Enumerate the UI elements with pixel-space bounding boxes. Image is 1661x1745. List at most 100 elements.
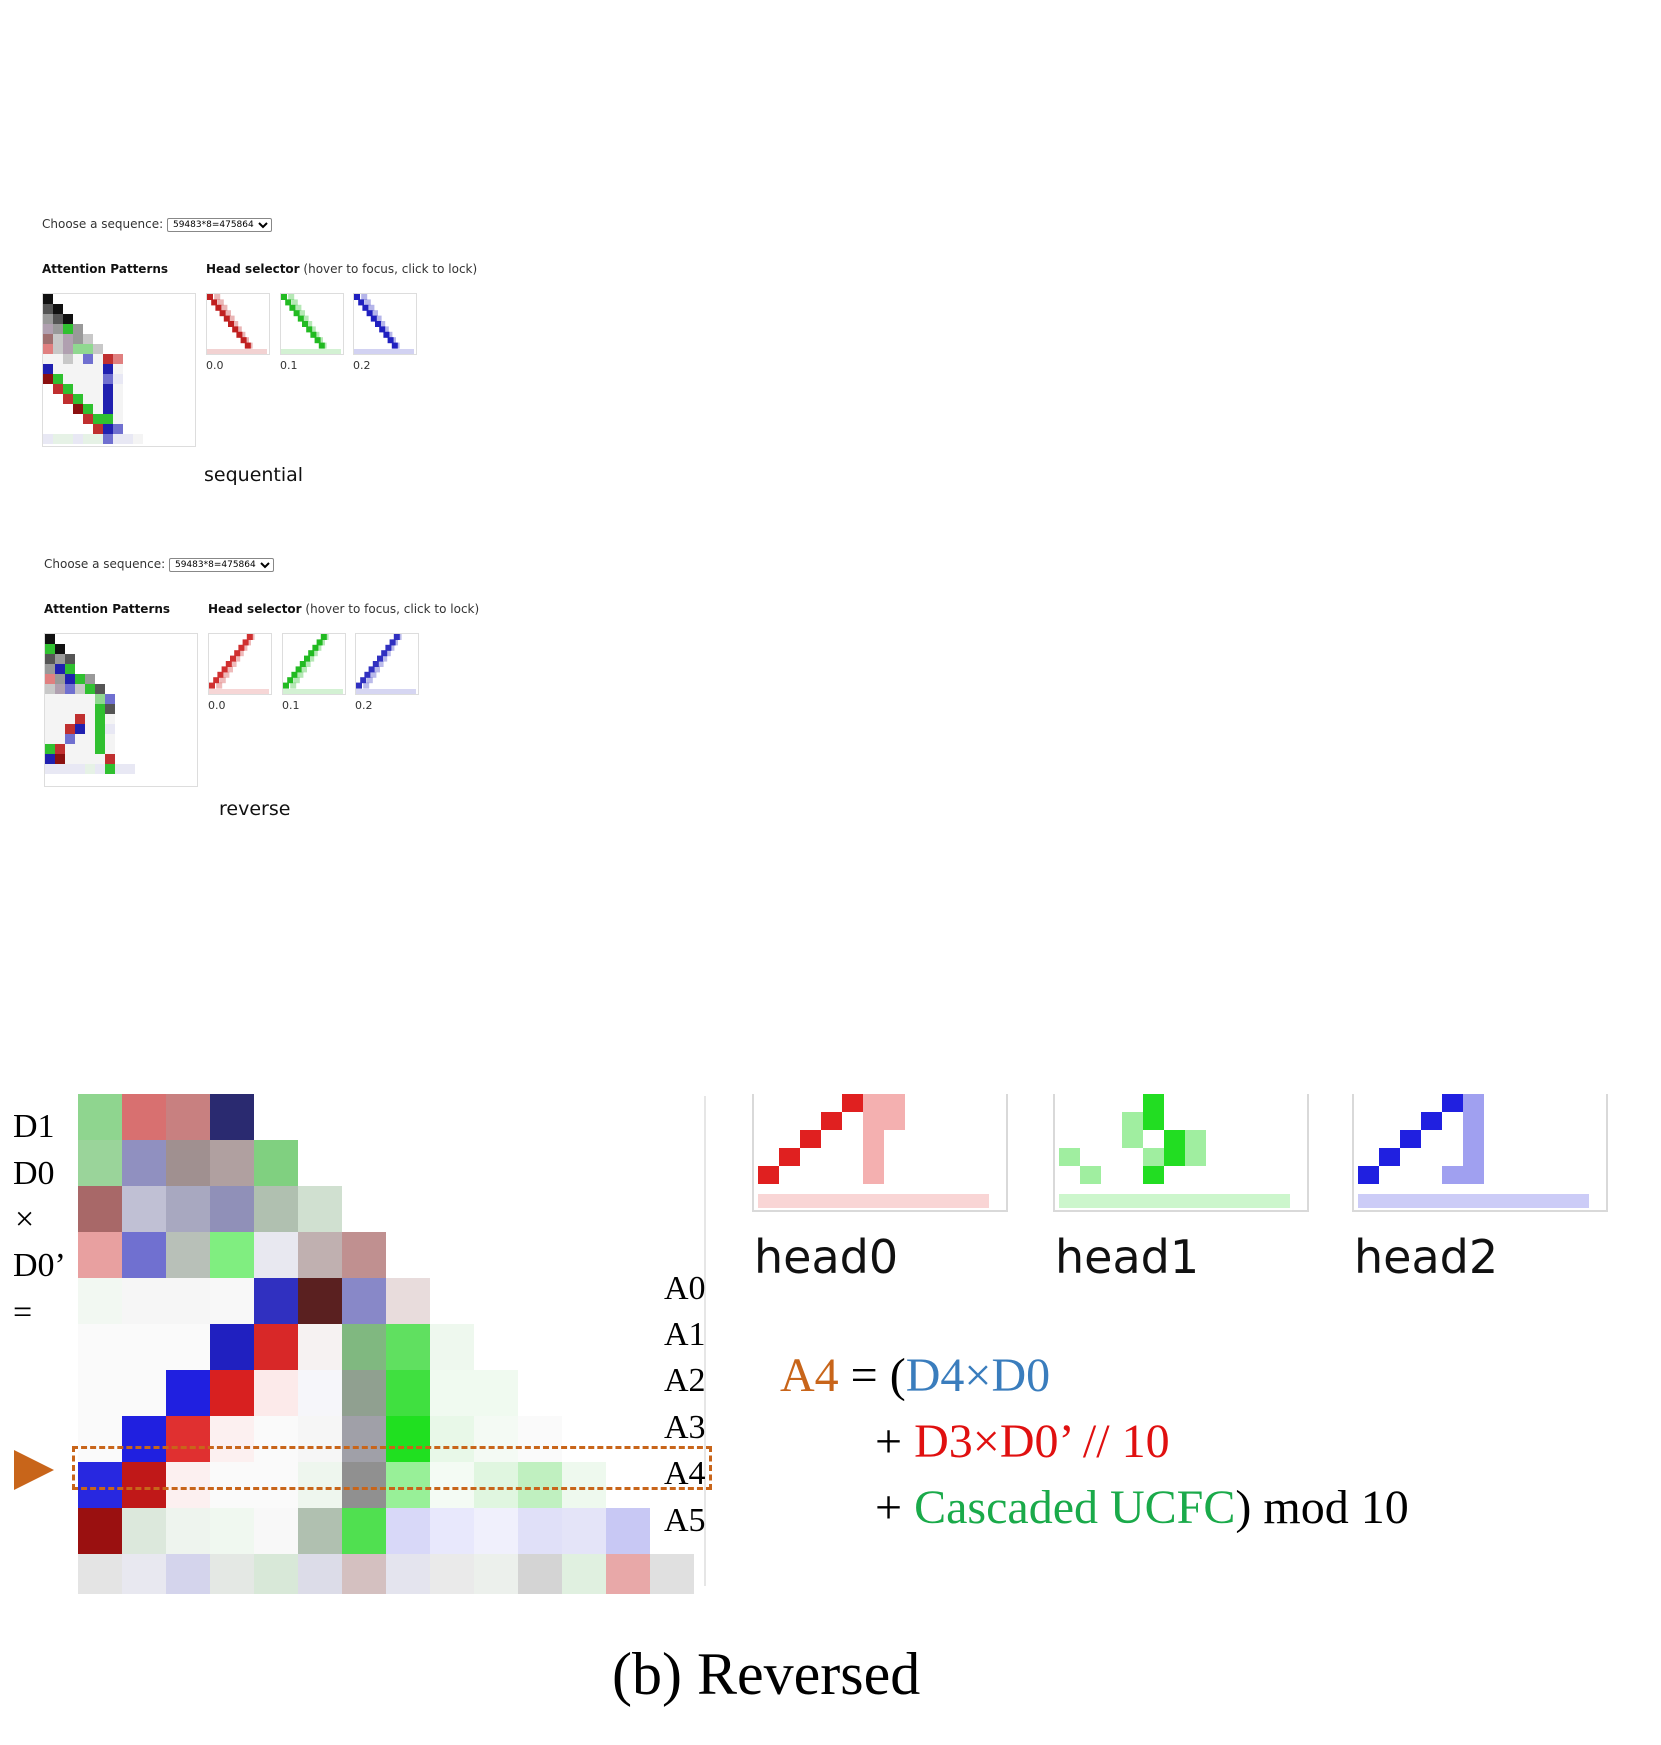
zoom-cell bbox=[210, 1370, 254, 1416]
heatmap-cell bbox=[83, 334, 93, 344]
heatmap-cell bbox=[45, 654, 55, 664]
zoom-cell bbox=[430, 1508, 474, 1554]
heatmap-cell bbox=[227, 689, 233, 694]
zoom-cell bbox=[474, 1508, 518, 1554]
head-selector-0[interactable] bbox=[208, 633, 272, 695]
heatmap-cell bbox=[85, 754, 95, 764]
heatmap-cell bbox=[65, 714, 75, 724]
zoom-cell bbox=[650, 1554, 694, 1594]
heatmap-cell bbox=[391, 342, 398, 349]
heatmap-cell bbox=[55, 704, 65, 714]
head-selector-2[interactable] bbox=[355, 633, 419, 695]
head-label-0: 0.0 bbox=[208, 699, 226, 712]
heatmap-cell bbox=[65, 724, 75, 734]
zoom-cell bbox=[210, 1278, 254, 1324]
heatmap-cell bbox=[113, 414, 123, 424]
zoom-cell bbox=[474, 1416, 518, 1462]
heatmap-cell bbox=[242, 639, 249, 646]
heatmap-cell bbox=[1101, 1194, 1122, 1208]
heatmap-cell bbox=[75, 694, 85, 704]
head-selector-2[interactable] bbox=[353, 293, 417, 355]
heatmap-cell bbox=[1185, 1194, 1206, 1208]
heatmap-cell bbox=[219, 349, 225, 354]
heatmap-cell bbox=[1206, 1194, 1227, 1208]
zoom-cell bbox=[386, 1278, 430, 1324]
heatmap-cell bbox=[63, 394, 73, 404]
heatmap-cell bbox=[243, 337, 249, 344]
heatmap-cell bbox=[45, 634, 55, 644]
heatmap-cell bbox=[63, 334, 73, 344]
zoom-cell bbox=[474, 1462, 518, 1508]
zoom-cell bbox=[78, 1416, 122, 1462]
heatmap-cell bbox=[45, 674, 55, 684]
heatmap-cell bbox=[105, 734, 115, 744]
heatmap-cell bbox=[95, 724, 105, 734]
heatmap-cell bbox=[319, 689, 325, 694]
heatmap-cell bbox=[214, 294, 221, 300]
highlight-box-a4 bbox=[72, 1446, 712, 1490]
zoomed-attention-grid bbox=[78, 1094, 694, 1594]
row-label-a4: A4 bbox=[664, 1455, 706, 1492]
zoom-cell bbox=[342, 1554, 386, 1594]
heatmap-cell bbox=[842, 1094, 863, 1112]
heatmap-cell bbox=[105, 744, 115, 754]
heatmap-cell bbox=[45, 664, 55, 674]
heatmap-cell bbox=[65, 754, 75, 764]
heatmap-cell bbox=[310, 331, 317, 338]
heatmap-cell bbox=[319, 639, 325, 646]
heatmap-cell bbox=[230, 655, 236, 662]
heatmap-cell bbox=[63, 354, 73, 364]
heatmap-cell bbox=[45, 644, 55, 654]
zoom-cell bbox=[166, 1554, 210, 1594]
heatmap-cell bbox=[241, 644, 248, 651]
sequence-select[interactable]: 59483*8=475864 bbox=[168, 557, 274, 572]
heatmap-cell bbox=[306, 321, 313, 327]
heatmap-cell bbox=[85, 694, 95, 704]
heatmap-cell bbox=[233, 689, 239, 694]
heatmap-cell bbox=[103, 414, 113, 424]
heatmap-cell bbox=[1358, 1166, 1379, 1184]
choose-sequence-row-2: Choose a sequence: 59483*8=475864 bbox=[44, 557, 274, 572]
heatmap-cell bbox=[231, 349, 237, 354]
head-selector-1[interactable] bbox=[280, 293, 344, 355]
heatmap-cell bbox=[43, 324, 53, 334]
row-label-a1: A1 bbox=[664, 1316, 706, 1353]
heatmap-cell bbox=[217, 671, 224, 678]
heatmap-cell bbox=[230, 661, 237, 667]
heatmap-cell bbox=[133, 434, 143, 444]
heatmap-cell bbox=[53, 324, 63, 334]
heatmap-cell bbox=[53, 364, 63, 374]
zoom-cell bbox=[166, 1508, 210, 1554]
head-selector-0[interactable] bbox=[206, 293, 270, 355]
heatmap-cell bbox=[1379, 1148, 1400, 1166]
zoom-cell bbox=[210, 1508, 254, 1554]
zoom-cell bbox=[166, 1370, 210, 1416]
heatmap-cell bbox=[884, 1112, 905, 1130]
zoom-cell bbox=[166, 1462, 210, 1508]
zoom-head-2-grid bbox=[1358, 1094, 1589, 1208]
heatmap-cell bbox=[307, 689, 313, 694]
heatmap-cell bbox=[402, 349, 408, 354]
heatmap-cell bbox=[83, 394, 93, 404]
heatmap-cell bbox=[93, 344, 103, 354]
heatmap-cell bbox=[113, 354, 123, 364]
heatmap-cell bbox=[228, 321, 234, 327]
heatmap-cell bbox=[863, 1112, 884, 1130]
zoom-cell bbox=[430, 1370, 474, 1416]
heatmap-cell bbox=[821, 1194, 842, 1208]
heatmap-cell bbox=[758, 1194, 779, 1208]
heatmap-cell bbox=[315, 644, 322, 651]
heatmap-cell bbox=[53, 384, 63, 394]
attention-patterns-title: Attention Patterns bbox=[42, 262, 169, 276]
row-label-a5: A5 bbox=[664, 1502, 706, 1539]
heatmap-cell bbox=[103, 404, 113, 414]
zoom-cell bbox=[166, 1416, 210, 1462]
heatmap-cell bbox=[283, 689, 289, 694]
choose-sequence-label: Choose a sequence: bbox=[44, 557, 166, 571]
zoom-cell bbox=[342, 1416, 386, 1462]
sequence-select[interactable]: 59483*8=475864 bbox=[166, 217, 272, 232]
head-selector-1[interactable] bbox=[282, 633, 346, 695]
heatmap-cell bbox=[305, 349, 311, 354]
heatmap-cell bbox=[1227, 1194, 1248, 1208]
zoom-cell bbox=[78, 1324, 122, 1370]
